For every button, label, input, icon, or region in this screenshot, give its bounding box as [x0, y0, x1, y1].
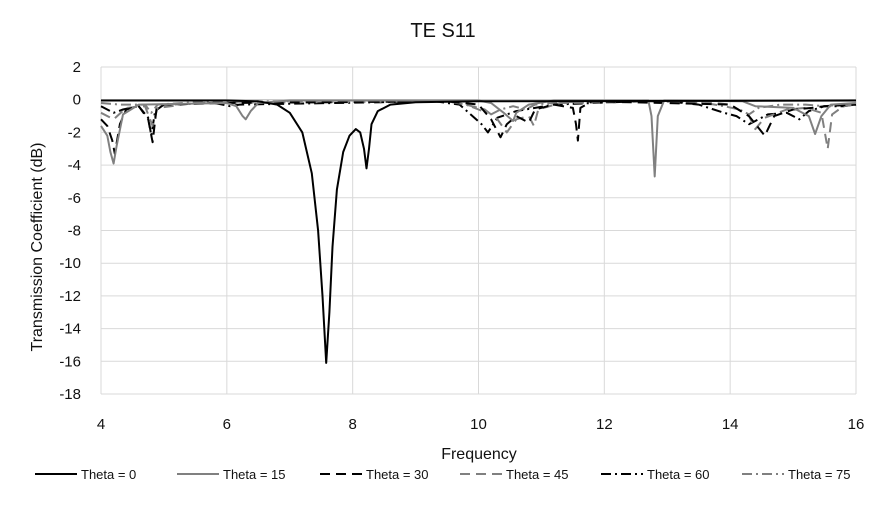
y-axis-label: Transmission Coefficient (dB)	[29, 143, 46, 352]
y-tick-label: -14	[59, 321, 81, 338]
legend-label: Theta = 75	[788, 467, 851, 482]
legend-label: Theta = 15	[223, 467, 286, 482]
y-tick-label: -10	[59, 255, 81, 272]
legend-item: Theta = 30	[320, 467, 429, 482]
x-tick-label: 10	[470, 416, 487, 433]
chart-title: TE S11	[410, 20, 475, 42]
y-tick-label: 2	[73, 59, 81, 76]
legend-item: Theta = 75	[742, 467, 851, 482]
series-line-theta-75	[100, 99, 857, 116]
x-tick-label: 6	[223, 416, 231, 433]
x-tick-label: 8	[348, 416, 356, 433]
x-tick-label: 16	[848, 416, 865, 433]
legend-label: Theta = 45	[506, 467, 569, 482]
legend: Theta = 0 Theta = 15 Theta = 30 Theta = 45 T…	[35, 467, 851, 482]
y-tick-label: -4	[68, 157, 81, 174]
y-axis-ticks: 2 0 -2 -4 -6 -8 -10 -12 -14 -16 -18	[59, 59, 81, 403]
legend-item: Theta = 15	[177, 467, 286, 482]
y-tick-label: -18	[59, 386, 81, 403]
x-tick-label: 4	[97, 416, 105, 433]
y-tick-label: -6	[68, 190, 81, 207]
series-line-theta-15	[100, 99, 857, 178]
legend-label: Theta = 0	[81, 467, 136, 482]
y-tick-label: -16	[59, 353, 81, 370]
y-tick-label: -8	[68, 223, 81, 240]
y-tick-label: 0	[73, 92, 81, 109]
y-tick-label: -12	[59, 288, 81, 305]
series-line-theta-0	[101, 99, 857, 364]
legend-item: Theta = 60	[601, 467, 710, 482]
x-axis-ticks: 4 6 8 10 12 14 16	[97, 416, 865, 433]
x-tick-label: 14	[722, 416, 739, 433]
x-axis-label: Frequency	[441, 446, 517, 463]
legend-item: Theta = 45	[460, 467, 569, 482]
legend-label: Theta = 60	[647, 467, 710, 482]
gridlines	[100, 66, 857, 395]
x-tick-label: 12	[596, 416, 613, 433]
series-layer	[100, 99, 857, 364]
y-tick-label: -2	[68, 124, 81, 141]
legend-item: Theta = 0	[35, 467, 136, 482]
legend-label: Theta = 30	[366, 467, 429, 482]
